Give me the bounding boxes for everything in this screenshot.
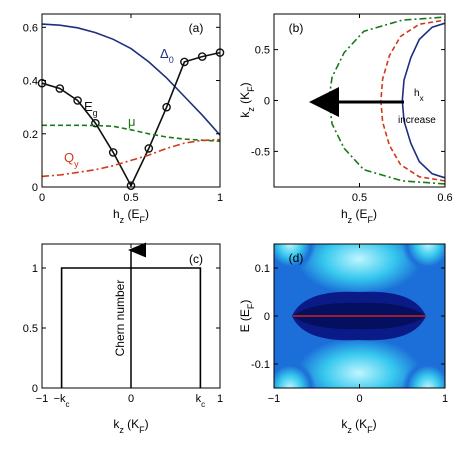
panel-b-xtick-label: 0.6 [437,192,452,204]
panel-a-marker [162,102,171,112]
panel-d-ticks: −1 0 1 -0.1 0 0.1 [251,244,448,405]
panel-a-marker [55,84,65,93]
panel-b-xtick-label: 0.5 [352,192,367,204]
panel-c-xtick-label: −1 [36,393,49,405]
panel-a-marker [144,144,154,153]
panel-a-xtick-label: 0.5 [123,192,138,204]
panel-a-series-2 [42,124,221,142]
panel-a-ytick-label: 0 [32,182,38,194]
panel-a-marker [180,57,189,67]
qy-label: Qy [64,150,79,169]
mu-label: μ [128,114,136,129]
panel-a-xlabel: hz (EF) [113,207,149,225]
panel-b-ytick-label: -0.5 [251,146,270,158]
panel-a-series-0 [41,23,221,136]
panel-c-ytick-label: 0 [32,383,38,395]
panel-d-ytick-label: 0.1 [255,263,270,275]
panel-a-label: (a) [189,21,204,35]
panel-d: −1 0 1 -0.1 0 0.1 (d) kz (KF) E (EF) [238,243,448,435]
panel-c-ytick-label: 0.5 [23,323,38,335]
panel-c-neg-kc-label: −kc [54,393,70,409]
panel-b-series-1 [380,19,446,182]
panel-c-xtick-label: 1 [217,393,223,405]
panel-c-xlabel: kz (KF) [113,417,148,435]
panel-d-xtick-label: 0 [356,393,362,405]
panel-b-series-0 [401,22,446,179]
panel-c-label: (c) [189,252,203,266]
panel-c-ylabel: Chern number [113,280,127,357]
panel-a-xtick-label: 0 [39,192,45,204]
panel-b-series [327,16,446,185]
panel-d-xtick-label: −1 [268,393,281,405]
panel-d-label: (d) [289,251,304,265]
panel-a-xtick-label: 1 [217,192,223,204]
panel-d-xlabel: kz (KF) [341,417,376,435]
panel-b-ytick-label: 0 [264,96,270,108]
panel-c: −1 0 100.51−kc kc Chern number (c) kz (KF) [23,242,223,435]
panel-a-ytick-label: 0.4 [23,76,38,88]
panel-c-xtick-label: 0 [128,393,134,405]
panel-b-ytick-label: 0.5 [255,45,270,57]
panel-b-xlabel: hz (EF) [341,207,377,225]
increase-annotation: increase [398,115,436,126]
panel-b-ylabel: kz (KF) [238,82,256,117]
panel-d-xtick-label: 1 [442,393,448,405]
panel-a: 0 0.5 1 0 0.2 0.4 0.6 (a) hz (EF) Δ0 Eg μ Qy [23,13,225,225]
panel-a-ticks: 0 0.5 1 0 0.2 0.4 0.6 [23,14,223,204]
panel-b-label: (b) [289,21,304,35]
panel-a-marker [126,181,136,190]
panel-d-ytick-label: 0 [264,311,270,323]
panel-a-ytick-label: 0.6 [23,22,38,34]
panel-a-marker [108,148,118,157]
hx-annotation: hx [414,88,424,103]
panel-a-series [37,23,225,190]
panel-d-ylabel: E (EF) [238,300,256,333]
panel-a-marker [91,118,100,128]
delta0-label: Δ0 [160,46,174,65]
panel-a-marker [197,52,207,61]
panel-a-series-3 [41,138,221,178]
panel-a-ytick-label: 0.2 [23,129,38,141]
panel-b-ticks: 0.5 0.6 -0.5 0 0.5 [251,14,453,204]
panel-b-series-2 [327,16,446,185]
panel-c-ytick-label: 1 [32,263,38,275]
eg-label: Eg [84,99,98,118]
panel-b: 0.5 0.6 -0.5 0 0.5 hx increase (b) hz (EF) k… [238,13,453,225]
panel-a-marker [73,96,82,105]
panel-d-ytick-label: -0.1 [251,359,270,371]
panel-c-pos-kc-label: kc [196,393,206,409]
